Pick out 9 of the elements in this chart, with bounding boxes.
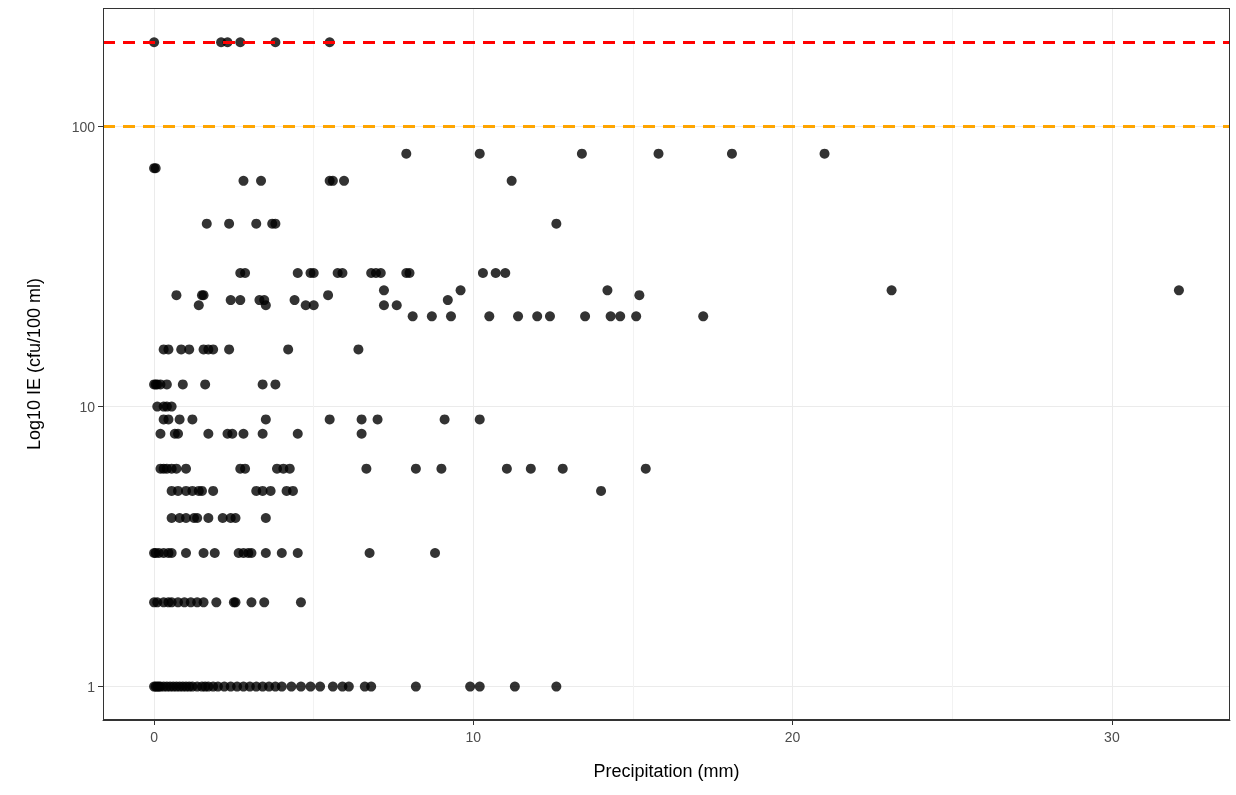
x-tick-label: 10 bbox=[465, 729, 482, 745]
y-tick-label: 10 bbox=[79, 398, 96, 415]
x-tick-label: 0 bbox=[150, 729, 159, 745]
x-tick-label: 30 bbox=[1104, 729, 1120, 745]
y-axis-title: Log10 IE (cfu/100 ml) bbox=[24, 277, 44, 451]
y-tick-label: 1 bbox=[87, 678, 96, 695]
y-tick-label: 100 bbox=[71, 118, 96, 135]
x-axis-title: Precipitation (mm) bbox=[593, 761, 740, 781]
x-tick-label: 20 bbox=[784, 729, 801, 745]
